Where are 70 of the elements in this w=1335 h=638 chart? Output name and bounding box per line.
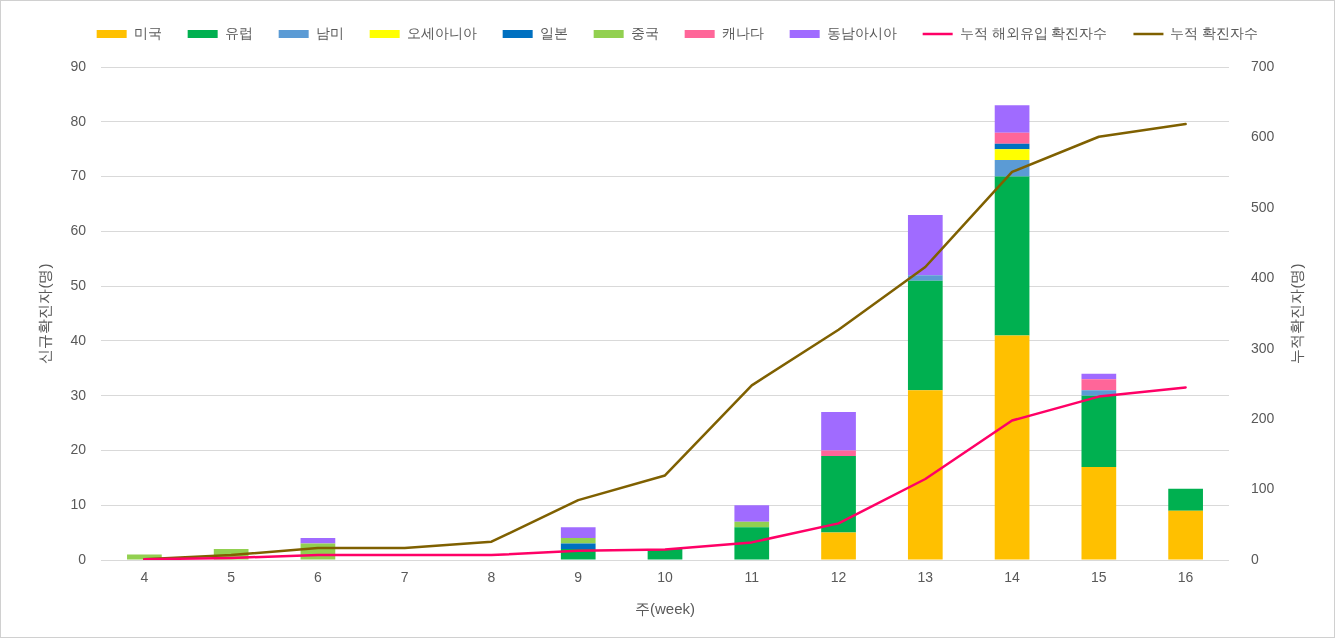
y-tick-label: 40 bbox=[70, 331, 87, 348]
bar bbox=[734, 505, 770, 522]
x-tick-label: 10 bbox=[657, 569, 673, 586]
bar bbox=[821, 455, 856, 533]
legend-label: 남미 bbox=[315, 24, 344, 41]
y-tick-label: 50 bbox=[70, 276, 87, 293]
bar bbox=[994, 149, 1030, 161]
bar bbox=[1081, 395, 1117, 467]
x-tick-label: 15 bbox=[1091, 569, 1107, 586]
bar bbox=[300, 538, 336, 544]
bar bbox=[821, 450, 856, 456]
y2-tick-label: 0 bbox=[1251, 550, 1259, 567]
legend-label: 누적 해외유입 확진자수 bbox=[959, 24, 1108, 41]
legend-label: 캐나다 bbox=[721, 24, 764, 41]
y2-tick-label: 200 bbox=[1251, 410, 1275, 426]
bar bbox=[734, 527, 770, 560]
bar bbox=[1081, 373, 1117, 380]
bar bbox=[994, 176, 1030, 336]
bar bbox=[1081, 379, 1117, 391]
bar bbox=[560, 538, 596, 544]
x-tick-label: 5 bbox=[227, 569, 236, 586]
y-tick-label: 90 bbox=[70, 57, 87, 74]
bar bbox=[821, 532, 856, 560]
y-tick-label: 0 bbox=[78, 550, 87, 567]
bar bbox=[1168, 488, 1203, 511]
bar bbox=[560, 543, 596, 550]
legend-label: 오세아니아 bbox=[406, 24, 477, 41]
legend-label: 중국 bbox=[630, 24, 659, 41]
y-tick-label: 60 bbox=[70, 222, 87, 239]
bar bbox=[1081, 466, 1117, 560]
x-tick-label: 14 bbox=[1004, 569, 1021, 586]
x-tick-label: 13 bbox=[917, 569, 934, 586]
x-tick-label: 12 bbox=[830, 569, 847, 586]
y2-tick-label: 600 bbox=[1251, 128, 1275, 145]
bar bbox=[734, 521, 770, 528]
y2-tick-label: 400 bbox=[1251, 269, 1275, 286]
y2-axis-title: 누적확진자(명) bbox=[1288, 263, 1306, 364]
legend-label: 일본 bbox=[539, 24, 568, 41]
x-tick-label: 8 bbox=[487, 569, 496, 586]
y-tick-label: 10 bbox=[70, 496, 87, 513]
bar bbox=[994, 105, 1030, 133]
bar bbox=[560, 527, 596, 539]
bar bbox=[907, 275, 943, 281]
legend-label: 누적 확진자수 bbox=[1170, 24, 1259, 41]
y2-tick-label: 300 bbox=[1251, 339, 1275, 356]
y2-tick-label: 500 bbox=[1251, 198, 1275, 215]
legend-label: 미국 bbox=[133, 24, 162, 41]
x-tick-label: 6 bbox=[314, 569, 323, 586]
bar bbox=[821, 412, 856, 451]
x-tick-label: 11 bbox=[744, 569, 760, 586]
y-tick-label: 70 bbox=[70, 167, 87, 184]
y-tick-label: 30 bbox=[70, 386, 87, 403]
bar bbox=[907, 280, 943, 391]
bar bbox=[994, 335, 1030, 560]
x-tick-label: 16 bbox=[1177, 569, 1194, 586]
bar bbox=[994, 132, 1030, 144]
bar bbox=[1168, 510, 1203, 560]
legend-label: 동남아시아 bbox=[826, 24, 897, 41]
y-axis-title: 신규확진자(명) bbox=[36, 263, 54, 364]
y2-tick-label: 100 bbox=[1251, 480, 1275, 497]
legend-label: 유럽 bbox=[224, 24, 253, 41]
y-tick-label: 20 bbox=[70, 441, 87, 458]
x-axis-title: 주(week) bbox=[634, 600, 696, 618]
bar bbox=[907, 390, 943, 560]
x-tick-label: 7 bbox=[400, 569, 409, 586]
x-tick-label: 4 bbox=[140, 569, 149, 586]
bar bbox=[907, 214, 943, 276]
x-tick-label: 9 bbox=[574, 569, 583, 586]
y2-tick-label: 700 bbox=[1251, 57, 1275, 74]
y-tick-label: 80 bbox=[70, 112, 87, 129]
